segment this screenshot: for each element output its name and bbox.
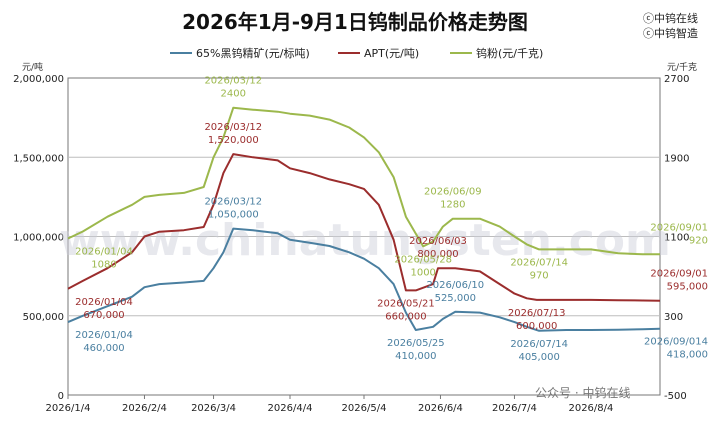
y-right-tick-label: 1100 <box>664 233 689 244</box>
annotation-value: 1,520,000 <box>208 135 259 146</box>
brand-line-2: ⓒ中钨智造 <box>643 27 698 40</box>
y-right-tick-label: -500 <box>664 391 687 402</box>
annotation-date: 2026/06/09 <box>424 187 482 198</box>
annotation-date: 2026/09/014 <box>644 337 708 348</box>
chart-title: 2026年1月-9月1日钨制品价格走势图 <box>182 10 528 34</box>
annotation-value: 920 <box>689 235 708 246</box>
x-tick-label: 2026/7/4 <box>492 403 537 414</box>
annotation-date: 2026/01/04 <box>75 330 133 341</box>
y-left-tick-label: 500,000 <box>23 312 64 323</box>
annotation-date: 2026/07/13 <box>508 308 566 319</box>
x-tick-label: 2026/6/4 <box>418 403 463 414</box>
annotation-value: 970 <box>530 270 549 281</box>
right-axis-unit: 元/千克 <box>667 63 698 73</box>
annotation-value: 1,050,000 <box>208 210 259 221</box>
legend-label-1: APT(元/吨) <box>364 47 419 60</box>
annotation-date: 2026/01/04 <box>75 246 133 257</box>
series-line-1 <box>67 153 661 302</box>
legend-label-2: 钨粉(元/千克) <box>476 47 543 60</box>
annotation-value: 405,000 <box>518 352 559 363</box>
y-left-tick-label: 1,500,000 <box>13 153 64 164</box>
annotation-value: 670,000 <box>83 310 124 321</box>
y-right-tick-label: 300 <box>664 312 683 323</box>
annotation-date: 2026/05/25 <box>387 338 445 349</box>
annotation-value: 660,000 <box>385 311 426 322</box>
annotation-date: 2026/05/28 <box>394 254 452 265</box>
chinatungsten-watermark: www.chinatungsten.com <box>59 215 671 266</box>
annotation-date: 2026/01/04 <box>75 297 133 308</box>
annotation-value: 525,000 <box>435 293 476 304</box>
annotation-date: 2026/06/03 <box>409 236 467 247</box>
annotation-date: 2026/05/21 <box>377 298 435 309</box>
left-axis-unit: 元/吨 <box>22 63 44 73</box>
annotation-value: 418,000 <box>667 350 708 361</box>
annotation-value: 1000 <box>410 267 435 278</box>
annotation-value: 1080 <box>91 259 116 270</box>
x-tick-label: 2026/8/4 <box>568 403 613 414</box>
annotation-date: 2026/09/01 <box>650 269 708 280</box>
y-left-tick-label: 1,000,000 <box>13 233 64 244</box>
y-left-tick-label: 2,000,000 <box>13 74 64 85</box>
annotation-value: 2400 <box>221 89 246 100</box>
y-left-tick-label: 0 <box>58 391 64 402</box>
annotation-date: 2026/07/14 <box>510 257 568 268</box>
annotation-value: 600,000 <box>516 321 557 332</box>
annotation-date: 2026/09/01 <box>650 222 708 233</box>
annotation-date: 2026/07/14 <box>510 339 568 350</box>
annotation-date: 2026/06/10 <box>426 280 484 291</box>
wechat-watermark: 公众号 · 中钨在线 <box>535 386 631 400</box>
series-line-0 <box>67 227 661 332</box>
x-tick-label: 2026/4/4 <box>268 403 313 414</box>
annotation-value: 800,000 <box>417 249 458 260</box>
annotation-value: 460,000 <box>83 343 124 354</box>
x-tick-label: 2026/1/4 <box>46 403 91 414</box>
x-tick-label: 2026/2/4 <box>122 403 167 414</box>
annotation-date: 2026/03/12 <box>204 76 262 87</box>
y-right-tick-label: 1900 <box>664 153 689 164</box>
series-line-2 <box>67 106 660 256</box>
legend-label-0: 65%黑钨精矿(元/标吨) <box>196 46 310 60</box>
x-tick-label: 2026/5/4 <box>342 403 387 414</box>
annotation-value: 595,000 <box>667 282 708 293</box>
annotation-date: 2026/03/12 <box>204 122 262 133</box>
annotation-date: 2026/03/12 <box>204 197 262 208</box>
x-tick-label: 2026/3/4 <box>191 403 236 414</box>
annotation-value: 1280 <box>440 200 465 211</box>
brand-line-1: ⓒ中钨在线 <box>643 12 698 25</box>
annotation-value: 410,000 <box>395 351 436 362</box>
y-right-tick-label: 2700 <box>664 74 689 85</box>
